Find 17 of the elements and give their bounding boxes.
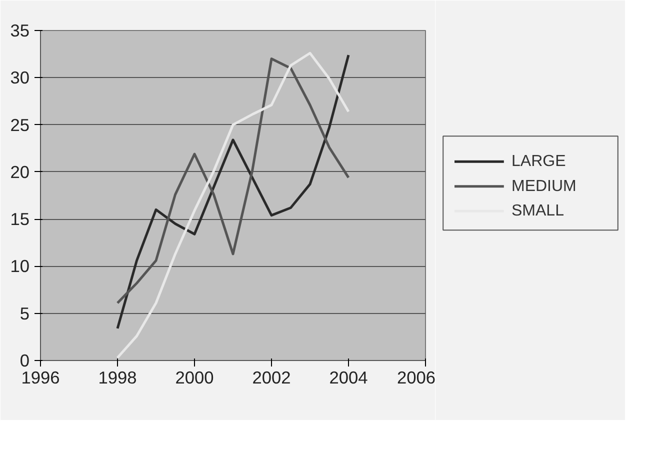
legend-label: LARGE: [512, 153, 566, 170]
y-tick-label: 5: [20, 303, 30, 324]
x-tick-label: 2000: [175, 368, 214, 388]
y-tick-label: 30: [10, 68, 30, 88]
y-tick-label: 10: [10, 256, 30, 276]
legend-label: SMALL: [512, 202, 564, 220]
y-tick-label: 0: [20, 350, 30, 370]
y-tick-label: 35: [10, 20, 30, 40]
y-tick-label: 15: [10, 209, 30, 230]
x-tick-label: 2002: [252, 368, 291, 388]
y-tick-label: 20: [10, 162, 30, 182]
x-tick-label: 1996: [21, 368, 60, 388]
x-tick-label: 2006: [396, 368, 436, 388]
legend-label: MEDIUM: [512, 178, 576, 195]
y-tick-label: 25: [10, 114, 30, 135]
x-tick-label: 2004: [329, 368, 368, 388]
x-tick-label: 1998: [98, 368, 137, 388]
